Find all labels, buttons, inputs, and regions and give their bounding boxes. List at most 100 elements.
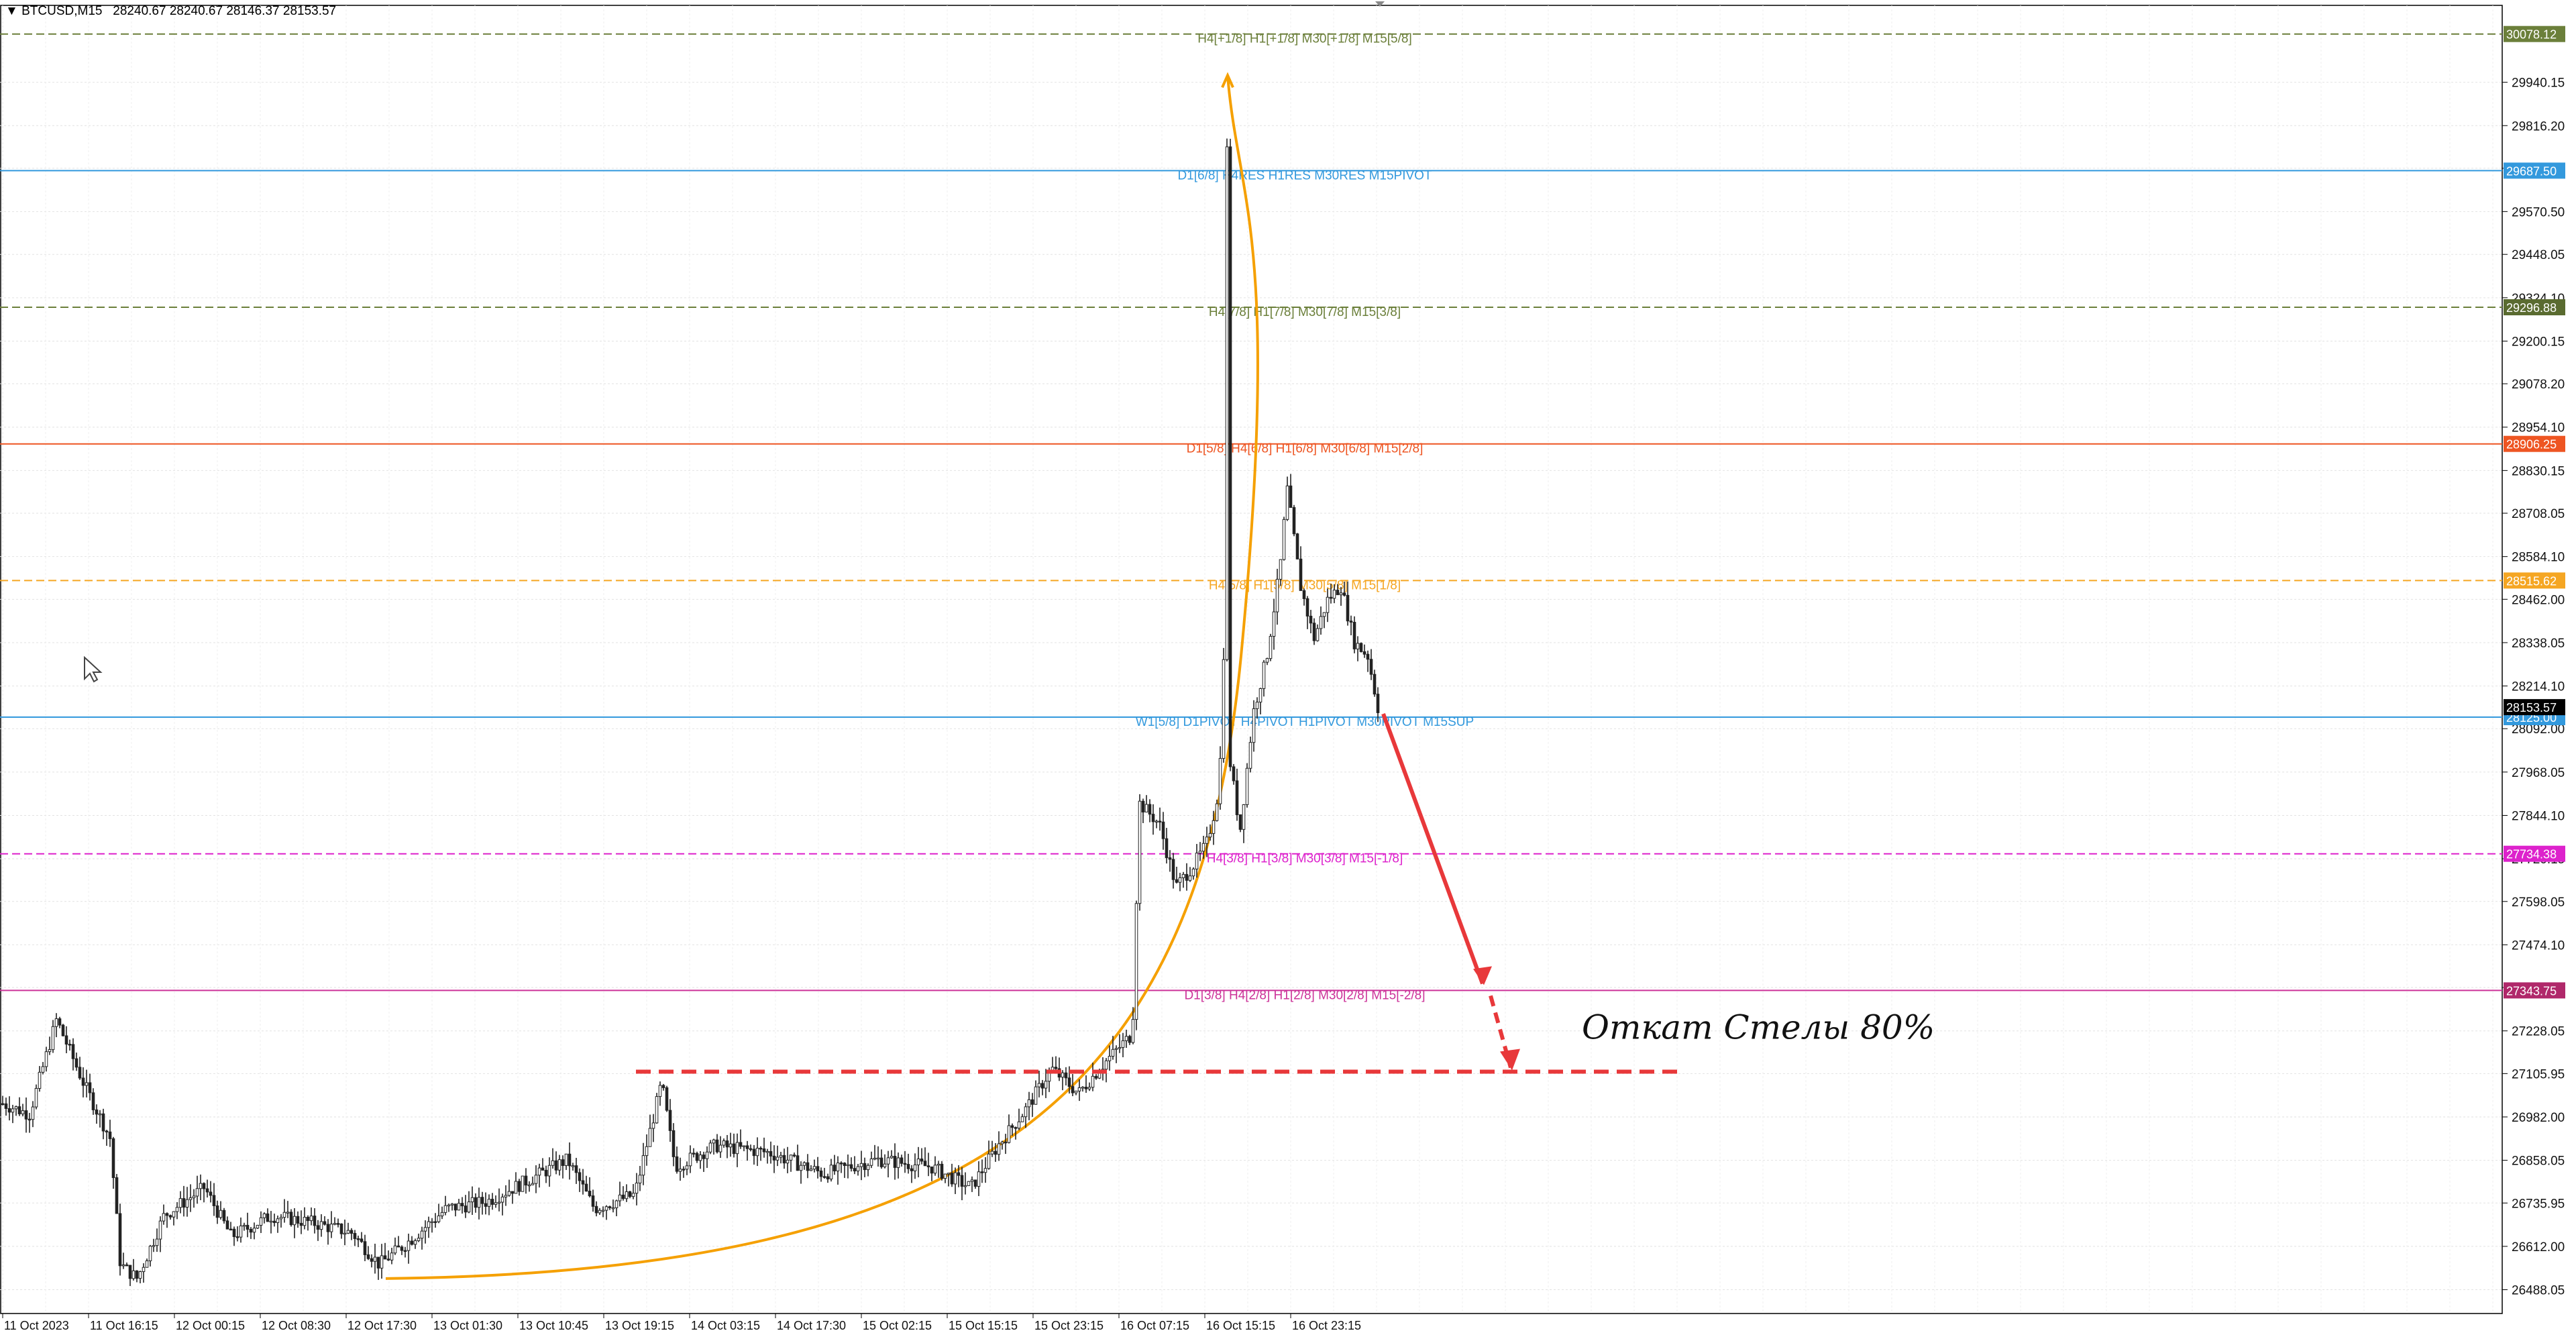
- candle-body: [769, 1150, 773, 1157]
- candle-body: [497, 1201, 501, 1204]
- candle-body: [1067, 1077, 1071, 1087]
- candle-body: [467, 1201, 471, 1213]
- level-price-tag: [2504, 25, 2565, 42]
- plot-frame: [0, 5, 2503, 1314]
- candle-body: [541, 1167, 545, 1171]
- candle-body: [1178, 877, 1182, 883]
- candle-body: [316, 1225, 320, 1230]
- candle-body: [282, 1212, 286, 1218]
- candle-body: [232, 1228, 236, 1237]
- forecast-arrowhead: [1473, 966, 1492, 985]
- candle-body: [943, 1173, 947, 1179]
- candle-body: [628, 1191, 632, 1197]
- candle-body: [1, 1103, 5, 1106]
- candle-series: [1, 138, 1380, 1287]
- candle-body: [457, 1203, 461, 1211]
- candle-body: [68, 1044, 72, 1046]
- candle-body: [1010, 1125, 1014, 1128]
- candle-body: [343, 1232, 347, 1235]
- time-tick-label: 13 Oct 01:30: [433, 1319, 502, 1332]
- price-tick-label: 28092.00: [2512, 722, 2565, 737]
- candle-body: [782, 1155, 786, 1164]
- candle-body: [655, 1096, 659, 1124]
- candle-body: [64, 1035, 68, 1045]
- candle-body: [544, 1169, 548, 1177]
- candle-body: [913, 1164, 917, 1171]
- candle-body: [1312, 623, 1316, 641]
- price-tick-label: 26735.95: [2512, 1197, 2565, 1211]
- candle-body: [81, 1077, 85, 1086]
- candle-body: [886, 1157, 890, 1165]
- candle-body: [135, 1270, 139, 1279]
- candle-body: [370, 1258, 374, 1262]
- candle-body: [950, 1173, 954, 1185]
- candle-body: [1326, 596, 1330, 613]
- candle-body: [893, 1156, 897, 1168]
- candle-body: [665, 1087, 669, 1111]
- candle-body: [17, 1106, 21, 1114]
- candle-body: [1262, 661, 1266, 689]
- candle-body: [611, 1207, 615, 1210]
- candle-body: [292, 1216, 297, 1226]
- candle-body: [1195, 853, 1199, 869]
- time-tick-label: 12 Oct 08:30: [262, 1319, 331, 1332]
- price-tick-label: 27598.05: [2512, 896, 2565, 910]
- candle-body: [350, 1230, 354, 1234]
- candle-body: [105, 1130, 109, 1132]
- candle-body: [1252, 708, 1256, 743]
- candle-body: [987, 1153, 991, 1169]
- candle-body: [772, 1155, 776, 1161]
- price-tick-label: 29078.20: [2512, 378, 2565, 392]
- candle-body: [38, 1071, 42, 1089]
- candle-body: [1305, 598, 1309, 617]
- candle-body: [199, 1183, 203, 1189]
- candle-body: [571, 1165, 575, 1167]
- candle-body: [1144, 804, 1148, 813]
- candle-body: [155, 1238, 159, 1246]
- level-price-tag: [2504, 435, 2565, 452]
- candle-body: [1185, 873, 1189, 881]
- candle-body: [182, 1198, 186, 1208]
- candle-body: [1228, 146, 1232, 767]
- candle-body: [91, 1092, 95, 1110]
- candle-body: [729, 1143, 733, 1148]
- chart-grid: [0, 5, 2503, 1314]
- candle-body: [625, 1191, 629, 1199]
- candle-body: [879, 1157, 883, 1167]
- candle-body: [930, 1166, 934, 1174]
- candle-body: [185, 1199, 189, 1208]
- candle-body: [1004, 1141, 1008, 1144]
- candle-body: [225, 1220, 229, 1230]
- level-price-tag: [2504, 162, 2565, 179]
- candle-body: [732, 1143, 736, 1155]
- candle-body: [326, 1224, 330, 1232]
- level-price-tag-text: 27734.38: [2506, 848, 2557, 861]
- candle-body: [1108, 1055, 1112, 1061]
- candle-body: [1289, 485, 1293, 508]
- candle-body: [651, 1122, 655, 1129]
- candle-body: [407, 1240, 411, 1251]
- candle-body: [54, 1018, 58, 1027]
- candle-body: [1319, 616, 1323, 629]
- level-label: W1[5/8] D1PIVOT H4PIVOT H1PIVOT M30PIVOT…: [1136, 715, 1474, 729]
- candle-body: [356, 1238, 360, 1240]
- candle-body: [1141, 800, 1145, 813]
- level-price-tag: [2504, 982, 2565, 999]
- candle-body: [192, 1195, 196, 1199]
- candle-body: [926, 1165, 930, 1167]
- candle-body: [1205, 837, 1209, 844]
- candle-body: [866, 1165, 870, 1171]
- candle-body: [306, 1216, 310, 1222]
- candle-body: [138, 1271, 142, 1279]
- dropdown-arrow-icon[interactable]: ▼: [5, 4, 18, 18]
- candle-body: [1148, 804, 1152, 815]
- candle-body: [1295, 533, 1299, 559]
- candle-body: [474, 1197, 478, 1208]
- candle-body: [447, 1204, 451, 1207]
- level-label: H4[+1/8] H1[+1/8] M30[+1/8] M15[5/8]: [1197, 32, 1412, 46]
- candle-body: [215, 1205, 219, 1218]
- candle-body: [1242, 804, 1246, 830]
- price-tick-label: 27105.95: [2512, 1067, 2565, 1081]
- candle-body: [286, 1212, 290, 1214]
